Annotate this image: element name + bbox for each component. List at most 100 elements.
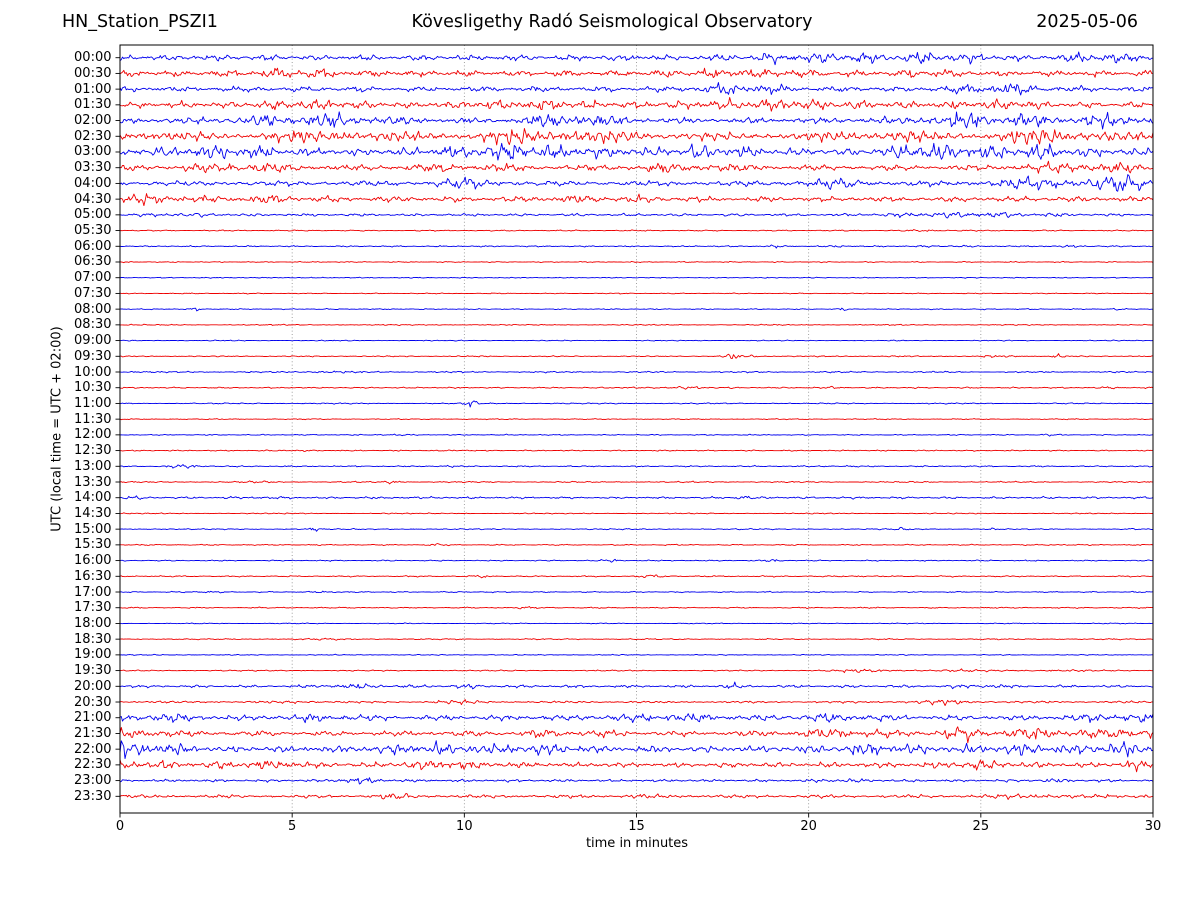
- y-tick-label-08:30: 08:30: [74, 317, 112, 333]
- y-tick-label-12:30: 12:30: [74, 443, 112, 459]
- trace-21:00: [120, 713, 1153, 724]
- y-tick-label-22:00: 22:00: [74, 741, 112, 757]
- y-tick-label-09:00: 09:00: [74, 333, 112, 349]
- y-tick-label-14:30: 14:30: [74, 505, 112, 521]
- y-tick-label-16:00: 16:00: [74, 553, 112, 569]
- trace-08:00: [120, 307, 1153, 312]
- trace-09:00: [120, 339, 1153, 342]
- trace-07:30: [120, 292, 1153, 295]
- y-tick-label-15:30: 15:30: [74, 537, 112, 553]
- station-title: HN_Station_PSZI1: [62, 12, 218, 32]
- trace-11:00: [120, 400, 1153, 408]
- y-tick-label-05:00: 05:00: [74, 207, 112, 223]
- plot-frame: [119, 44, 1154, 814]
- trace-22:00: [120, 740, 1153, 760]
- y-tick-label-00:00: 00:00: [74, 50, 112, 66]
- y-tick-label-14:00: 14:00: [74, 490, 112, 506]
- y-tick-label-10:30: 10:30: [74, 380, 112, 396]
- y-tick-label-06:30: 06:30: [74, 254, 112, 270]
- x-tick-label-20: 20: [800, 819, 817, 834]
- trace-15:30: [120, 543, 1153, 547]
- trace-19:30: [120, 668, 1153, 674]
- trace-14:30: [120, 512, 1153, 515]
- x-tick-label-10: 10: [456, 819, 473, 834]
- trace-23:30: [120, 792, 1153, 800]
- y-tick-label-00:30: 00:30: [74, 65, 112, 81]
- trace-08:30: [120, 323, 1153, 326]
- y-tick-label-15:00: 15:00: [74, 521, 112, 537]
- x-tick-label-25: 25: [972, 819, 990, 834]
- trace-06:00: [120, 244, 1153, 249]
- y-tick-label-09:30: 09:30: [74, 348, 112, 364]
- trace-13:30: [120, 480, 1153, 485]
- y-tick-label-18:00: 18:00: [74, 615, 112, 631]
- trace-10:30: [120, 385, 1153, 390]
- y-tick-label-05:30: 05:30: [74, 223, 112, 239]
- y-tick-label-13:30: 13:30: [74, 474, 112, 490]
- x-tick-label-0: 0: [115, 819, 125, 834]
- trace-18:30: [120, 637, 1153, 641]
- trace-02:30: [120, 128, 1153, 146]
- observatory-title: Kövesligethy Radó Seismological Observat…: [411, 12, 813, 32]
- trace-17:30: [120, 606, 1153, 610]
- trace-12:00: [120, 433, 1153, 437]
- y-tick-label-11:00: 11:00: [74, 395, 112, 411]
- y-tick-label-21:00: 21:00: [74, 710, 112, 726]
- trace-02:00: [120, 111, 1153, 130]
- y-tick-label-01:30: 01:30: [74, 97, 112, 113]
- y-tick-label-22:30: 22:30: [74, 757, 112, 773]
- y-tick-label-23:00: 23:00: [74, 773, 112, 789]
- trace-10:00: [120, 370, 1153, 374]
- trace-20:00: [120, 681, 1153, 690]
- y-tick-label-02:30: 02:30: [74, 128, 112, 144]
- trace-01:00: [120, 82, 1153, 96]
- y-tick-label-17:00: 17:00: [74, 584, 112, 600]
- trace-05:30: [120, 229, 1153, 232]
- trace-22:30: [120, 759, 1153, 773]
- trace-11:30: [120, 418, 1153, 421]
- trace-17:00: [120, 590, 1153, 594]
- trace-07:00: [120, 276, 1153, 279]
- y-tick-label-06:00: 06:00: [74, 238, 112, 254]
- y-tick-label-13:00: 13:00: [74, 458, 112, 474]
- y-tick-label-04:00: 04:00: [74, 175, 112, 191]
- trace-04:30: [120, 193, 1153, 207]
- y-tick-label-11:30: 11:30: [74, 411, 112, 427]
- y-tick-label-10:00: 10:00: [74, 364, 112, 380]
- y-tick-label-03:00: 03:00: [74, 144, 112, 160]
- y-tick-label-16:30: 16:30: [74, 568, 112, 584]
- trace-00:30: [120, 67, 1153, 79]
- y-tick-label-23:30: 23:30: [74, 788, 112, 804]
- date-label: 2025-05-06: [1036, 12, 1138, 32]
- trace-group: [120, 51, 1153, 800]
- trace-16:00: [120, 558, 1153, 563]
- y-tick-label-18:30: 18:30: [74, 631, 112, 647]
- x-tick-label-30: 30: [1144, 819, 1162, 834]
- trace-15:00: [120, 526, 1153, 532]
- y-tick-label-08:00: 08:00: [74, 301, 112, 317]
- y-tick-label-17:30: 17:30: [74, 600, 112, 616]
- y-tick-label-20:30: 20:30: [74, 694, 112, 710]
- y-tick-label-12:00: 12:00: [74, 427, 112, 443]
- trace-03:00: [120, 142, 1153, 161]
- trace-05:00: [120, 211, 1153, 219]
- trace-19:00: [120, 653, 1153, 656]
- y-tick-label-07:30: 07:30: [74, 285, 112, 301]
- x-tick-label-5: 5: [288, 819, 297, 834]
- trace-20:30: [120, 699, 1153, 706]
- x-axis-label: time in minutes: [585, 836, 689, 851]
- trace-06:30: [120, 260, 1153, 264]
- y-tick-label-07:00: 07:00: [74, 270, 112, 286]
- trace-12:30: [120, 449, 1153, 452]
- trace-14:00: [120, 495, 1153, 500]
- trace-23:00: [120, 777, 1153, 785]
- y-tick-label-03:30: 03:30: [74, 160, 112, 176]
- y-tick-label-21:30: 21:30: [74, 725, 112, 741]
- trace-03:30: [120, 160, 1153, 174]
- trace-21:30: [120, 726, 1153, 744]
- y-tick-label-02:00: 02:00: [74, 113, 112, 129]
- y-tick-label-01:00: 01:00: [74, 81, 112, 97]
- trace-13:00: [120, 464, 1153, 469]
